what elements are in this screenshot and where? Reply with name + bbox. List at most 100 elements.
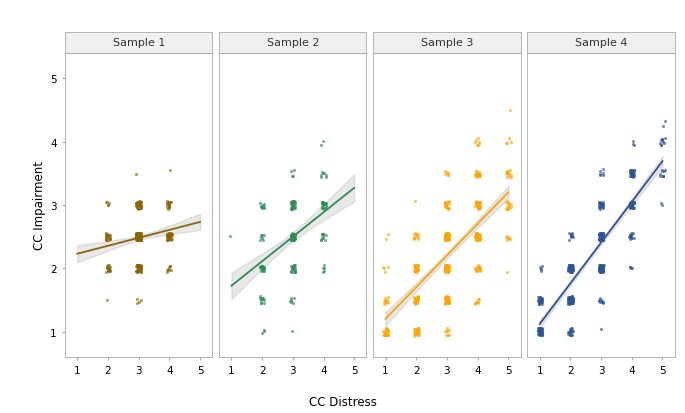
Point [135,234,146,240]
Point [564,237,575,244]
Point [255,297,266,304]
Point [409,235,420,242]
Point [320,232,331,239]
Point [597,231,608,238]
Point [316,237,327,244]
Point [288,266,299,272]
Point [439,201,450,207]
Point [319,200,330,206]
Point [567,265,578,271]
Point [624,200,635,207]
Point [563,268,574,275]
Point [257,296,268,302]
Point [258,206,269,212]
Point [136,236,147,242]
Point [379,294,390,301]
Point [290,268,301,275]
Point [594,297,605,303]
Point [135,269,146,275]
Point [470,299,481,305]
Point [411,262,422,269]
Point [288,231,299,238]
Point [413,327,424,334]
Point [595,204,606,211]
Point [443,299,453,306]
Point [566,269,577,275]
Point [473,203,484,209]
Point [290,233,301,240]
Point [595,232,606,239]
Point [535,297,546,304]
Point [378,329,389,336]
Point [443,268,453,275]
Point [597,237,608,243]
Point [134,231,145,238]
Point [566,263,577,270]
Point [133,204,144,211]
Point [440,263,451,270]
Point [625,204,636,211]
Point [566,231,577,238]
Point [286,235,297,242]
Point [136,237,147,243]
Point [102,262,113,269]
Point [470,300,481,307]
Point [532,328,543,335]
Point [286,199,297,205]
Point [536,331,547,338]
Point [440,269,451,275]
Point [104,232,115,238]
Point [598,262,609,268]
Point [597,236,608,243]
Point [440,237,451,244]
Point [412,327,423,334]
Point [440,263,451,270]
Point [287,235,298,242]
Point [443,300,454,306]
Point [598,233,609,239]
Point [534,327,545,333]
Point [412,262,423,268]
Point [382,299,393,306]
Point [439,203,450,210]
Point [471,236,482,243]
Point [443,235,453,242]
Point [536,299,547,306]
Point [439,235,450,242]
Point [412,328,423,335]
Point [626,174,637,180]
Point [135,237,146,243]
Point [411,300,422,306]
Point [593,237,604,243]
Point [411,267,422,274]
Point [288,268,299,275]
Point [131,237,142,243]
Point [134,268,145,275]
Point [443,265,454,271]
Point [319,201,329,208]
Point [382,327,393,334]
Point [409,301,420,307]
Point [626,199,637,205]
Point [102,267,113,274]
Point [132,237,142,244]
Point [133,262,144,268]
Point [472,267,483,273]
Point [566,269,577,275]
Point [598,232,609,239]
Point [534,327,545,333]
Point [443,230,453,237]
Point [471,236,482,243]
Point [132,236,142,243]
Point [136,233,147,240]
Point [442,199,453,206]
Point [409,295,420,301]
Point [628,167,639,173]
Point [596,266,607,273]
Point [594,199,605,206]
Point [440,266,451,273]
Point [625,205,636,211]
Point [595,237,606,243]
Point [135,233,146,240]
Point [625,265,636,271]
